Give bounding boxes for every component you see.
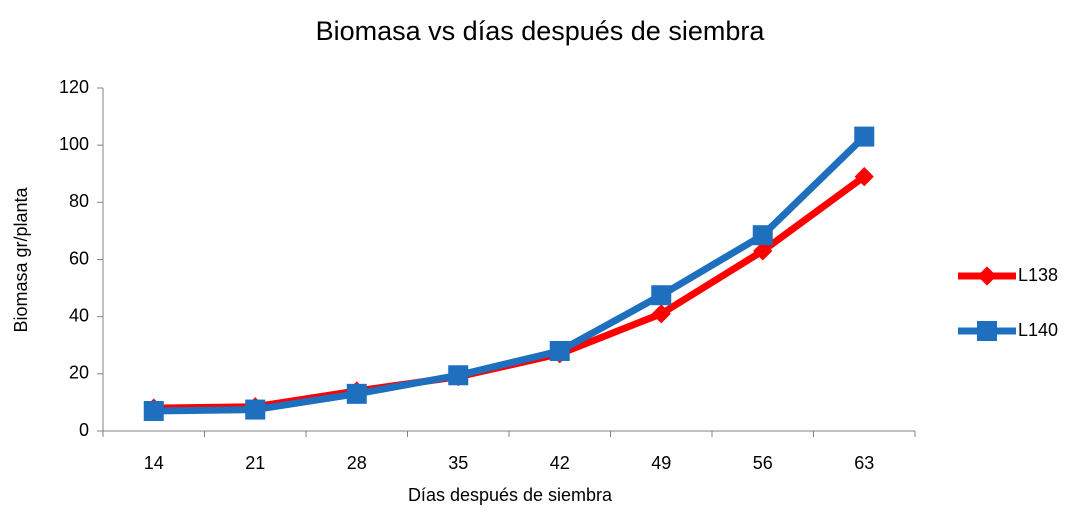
y-tick-label: 0 <box>79 420 89 440</box>
x-tick-label: 63 <box>854 453 874 473</box>
marker <box>448 365 469 386</box>
marker <box>977 321 997 341</box>
x-tick-label: 42 <box>550 453 570 473</box>
y-tick-label: 100 <box>59 134 89 154</box>
legend-label: L138 <box>1018 265 1058 285</box>
y-tick-label: 60 <box>69 248 89 268</box>
marker <box>752 225 773 246</box>
marker <box>854 126 875 147</box>
series-line <box>153 173 867 412</box>
y-axis-label: Biomasa gr/planta <box>11 186 31 332</box>
series-line <box>153 134 867 415</box>
marker <box>549 340 570 361</box>
x-tick-label: 49 <box>651 453 671 473</box>
legend-label: L140 <box>1018 320 1058 340</box>
marker <box>977 266 997 286</box>
x-tick-label: 14 <box>144 453 164 473</box>
marker <box>651 304 671 324</box>
marker <box>854 167 874 187</box>
marker <box>245 399 266 420</box>
marker <box>651 285 672 306</box>
y-tick-label: 120 <box>59 77 89 97</box>
x-axis-label: Días después de siembra <box>408 485 613 505</box>
y-tick-label: 40 <box>69 305 89 325</box>
y-tick-label: 20 <box>69 363 89 383</box>
marker <box>753 241 773 261</box>
chart-title: Biomasa vs días después de siembra <box>316 16 766 46</box>
x-tick-label: 21 <box>245 453 265 473</box>
marker <box>346 383 367 404</box>
x-tick-label: 56 <box>753 453 773 473</box>
x-tick-label: 35 <box>448 453 468 473</box>
y-tick-label: 80 <box>69 191 89 211</box>
marker <box>143 400 164 421</box>
x-tick-label: 28 <box>347 453 367 473</box>
